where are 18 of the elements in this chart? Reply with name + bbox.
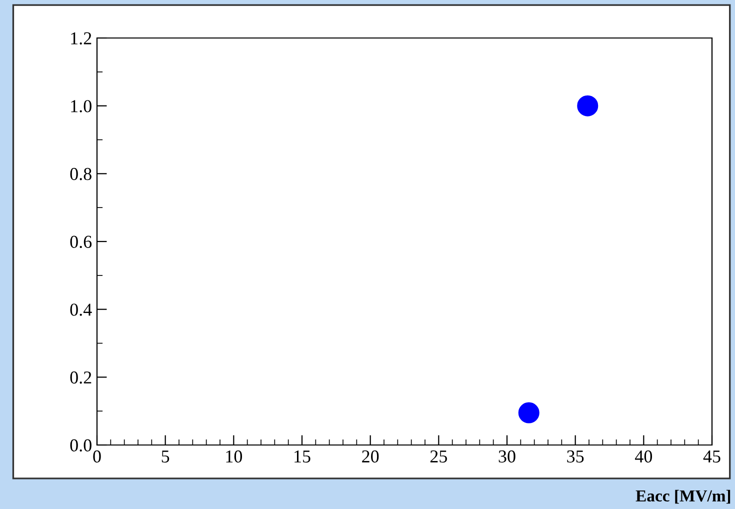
- x-tick-label: 20: [362, 450, 379, 463]
- y-tick-label: 1.2: [71, 32, 92, 45]
- y-tick-label: 1.0: [71, 100, 92, 112]
- x-tick-label: 5: [162, 450, 170, 463]
- x-tick-label: 15: [294, 450, 310, 463]
- y-tick-label: 0.6: [70, 236, 92, 248]
- y-tick-label: 0.8: [70, 168, 92, 180]
- y-tick-label: 0.4: [70, 304, 92, 316]
- x-tick-label: 45: [703, 450, 720, 463]
- x-tick-label: 0: [93, 450, 101, 463]
- x-axis-title: Eacc [MV/m]: [636, 490, 730, 504]
- y-tick-label: 0.2: [70, 371, 92, 384]
- x-tick-label: 10: [226, 450, 242, 463]
- x-tick-label: 40: [634, 450, 652, 463]
- y-tick-label: 0.0: [70, 439, 92, 452]
- x-tick-label: 30: [498, 450, 516, 463]
- x-tick-label: 35: [567, 450, 584, 463]
- x-tick-label: 25: [430, 450, 447, 463]
